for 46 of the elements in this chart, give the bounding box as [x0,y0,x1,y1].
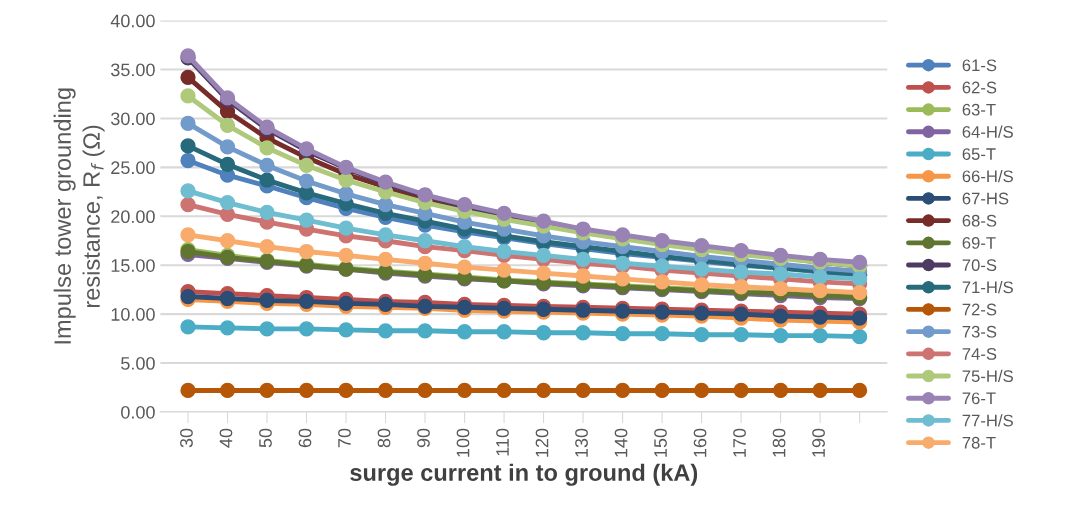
legend-label: 67-HS [962,192,1009,205]
x-tick-label: 90 [417,428,430,448]
x-tick-label: 60 [298,428,312,448]
legend-label: 74-S [962,348,997,360]
y-tick-label: 20.00 [111,210,155,224]
x-tick-label: 80 [377,428,391,448]
legend-label: 76-T [962,392,996,405]
x-tick-label: 140 [614,428,628,457]
x-tick-label: 30 [180,428,193,448]
legend-label: 68-S [962,214,997,227]
legend-label: 70-S [962,259,997,272]
x-tick-label: 170 [733,428,746,457]
legend-label: 71-H/S [962,280,1013,294]
legend-label: 72-S [962,303,997,316]
y-tick-label: 40.00 [110,14,155,28]
x-tick-label: 120 [535,428,549,457]
legend-label: 63-T [962,103,996,116]
y-tick-label: 5.00 [121,357,155,370]
y-tick-label: 15.00 [111,259,155,272]
legend-label: 73-S [962,325,997,338]
y-tick-label: 0.00 [121,405,155,419]
y-tick-label: 30.00 [111,112,155,126]
x-tick-label: 70 [338,428,351,448]
y-tick-label: 35.00 [111,63,155,77]
y-axis-title: Impulse tower grounding resistance, R$_{f}$ (Ω) [53,88,105,344]
x-tick-label: 160 [693,428,707,457]
x-tick-label: 40 [219,428,233,448]
x-tick-label: 100 [456,428,470,457]
legend-label: 61-S [962,59,997,72]
legend-label: 62-S [962,81,997,94]
x-tick-label: 110 [496,428,509,456]
y-tick-label: 25.00 [111,161,155,175]
x-tick-label: 50 [259,428,272,448]
legend-label: 69-T [962,237,996,249]
x-axis-title: surge current in to ground (kA) [350,463,698,486]
y-tick-label: 10.00 [111,308,155,321]
x-tick-label: 180 [772,428,786,457]
legend-label: 64-H/S [962,125,1013,138]
legend-label: 75-H/S [962,369,1013,383]
legend-label: 78-T [962,436,996,449]
legend-label: 65-T [962,148,996,160]
legend-label: 77-H/S [962,414,1013,427]
x-tick-label: 130 [575,428,588,457]
x-tick-label: 150 [654,428,667,457]
x-tick-label: 190 [812,428,825,457]
legend-label: 66-H/S [962,169,1013,183]
